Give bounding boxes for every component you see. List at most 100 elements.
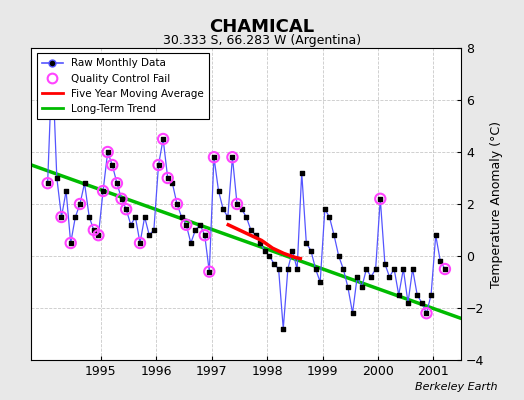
Point bbox=[122, 206, 130, 212]
Point bbox=[155, 162, 163, 168]
Point bbox=[76, 201, 84, 207]
Point bbox=[302, 240, 311, 246]
Point bbox=[168, 180, 177, 186]
Point bbox=[210, 154, 218, 160]
Point bbox=[71, 214, 80, 220]
Point bbox=[99, 188, 107, 194]
Point bbox=[224, 214, 232, 220]
Point bbox=[362, 266, 370, 272]
Point bbox=[57, 214, 66, 220]
Point bbox=[348, 310, 357, 316]
Point bbox=[67, 240, 75, 246]
Point bbox=[252, 232, 260, 238]
Point bbox=[108, 162, 116, 168]
Point bbox=[288, 248, 297, 254]
Point bbox=[330, 232, 338, 238]
Point bbox=[353, 274, 362, 280]
Point bbox=[159, 136, 167, 142]
Point bbox=[390, 266, 398, 272]
Point bbox=[321, 206, 329, 212]
Point bbox=[427, 292, 435, 298]
Point bbox=[117, 196, 126, 202]
Point bbox=[293, 266, 301, 272]
Point bbox=[256, 240, 264, 246]
Point bbox=[270, 261, 278, 267]
Point bbox=[432, 232, 440, 238]
Point bbox=[283, 266, 292, 272]
Point bbox=[131, 214, 139, 220]
Point bbox=[233, 201, 241, 207]
Point bbox=[298, 170, 306, 176]
Point bbox=[127, 222, 135, 228]
Point bbox=[339, 266, 347, 272]
Y-axis label: Temperature Anomaly (°C): Temperature Anomaly (°C) bbox=[490, 120, 503, 288]
Point bbox=[201, 232, 209, 238]
Point bbox=[90, 227, 98, 233]
Point bbox=[205, 268, 213, 275]
Point bbox=[418, 300, 426, 306]
Point bbox=[187, 240, 195, 246]
Point bbox=[242, 214, 250, 220]
Point bbox=[357, 284, 366, 290]
Point bbox=[173, 201, 181, 207]
Point bbox=[113, 180, 121, 186]
Point bbox=[237, 206, 246, 212]
Point bbox=[228, 154, 237, 160]
Point bbox=[48, 58, 57, 64]
Point bbox=[182, 222, 190, 228]
Point bbox=[99, 188, 107, 194]
Point bbox=[196, 222, 204, 228]
Point bbox=[422, 310, 431, 316]
Point bbox=[422, 310, 431, 316]
Text: CHAMICAL: CHAMICAL bbox=[210, 18, 314, 36]
Point bbox=[76, 201, 84, 207]
Point bbox=[80, 180, 89, 186]
Point bbox=[441, 266, 449, 272]
Point bbox=[367, 274, 375, 280]
Point bbox=[205, 268, 213, 275]
Point bbox=[136, 240, 144, 246]
Point bbox=[316, 279, 324, 285]
Point bbox=[173, 201, 181, 207]
Point bbox=[395, 292, 403, 298]
Point bbox=[247, 227, 255, 233]
Point bbox=[155, 162, 163, 168]
Point bbox=[57, 214, 66, 220]
Point bbox=[122, 206, 130, 212]
Point bbox=[85, 214, 93, 220]
Point bbox=[52, 175, 61, 181]
Point bbox=[408, 266, 417, 272]
Point bbox=[372, 266, 380, 272]
Point bbox=[159, 136, 167, 142]
Point bbox=[275, 266, 283, 272]
Point bbox=[43, 180, 52, 186]
Point bbox=[219, 206, 227, 212]
Point bbox=[325, 214, 334, 220]
Point bbox=[279, 326, 288, 332]
Point bbox=[344, 284, 352, 290]
Point bbox=[117, 196, 126, 202]
Point bbox=[94, 232, 103, 238]
Point bbox=[62, 188, 70, 194]
Point bbox=[90, 227, 98, 233]
Point bbox=[67, 240, 75, 246]
Point bbox=[48, 58, 57, 64]
Point bbox=[265, 253, 274, 259]
Point bbox=[108, 162, 116, 168]
Point bbox=[210, 154, 218, 160]
Point bbox=[145, 232, 154, 238]
Point bbox=[163, 175, 172, 181]
Legend: Raw Monthly Data, Quality Control Fail, Five Year Moving Average, Long-Term Tren: Raw Monthly Data, Quality Control Fail, … bbox=[37, 53, 209, 119]
Point bbox=[163, 175, 172, 181]
Point bbox=[334, 253, 343, 259]
Point bbox=[103, 149, 112, 155]
Point bbox=[136, 240, 144, 246]
Text: Berkeley Earth: Berkeley Earth bbox=[416, 382, 498, 392]
Point bbox=[228, 154, 237, 160]
Point bbox=[413, 292, 421, 298]
Point bbox=[178, 214, 186, 220]
Point bbox=[113, 180, 121, 186]
Point bbox=[311, 266, 320, 272]
Point bbox=[94, 232, 103, 238]
Point bbox=[191, 227, 200, 233]
